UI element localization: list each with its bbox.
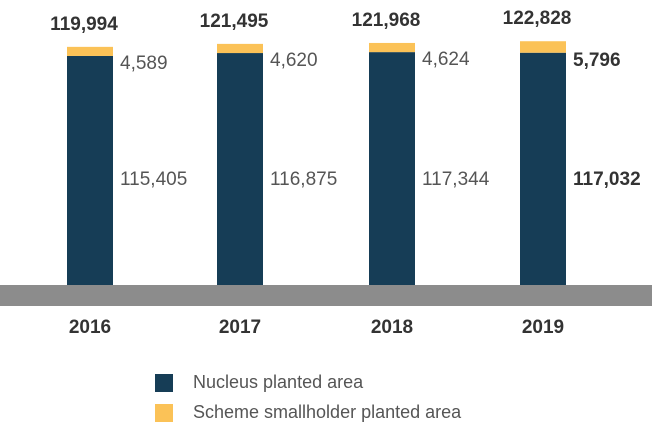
value-label: 4,624 <box>422 49 470 70</box>
value-label: 4,589 <box>120 53 168 74</box>
x-tick-label: 2019 <box>522 317 564 338</box>
x-tick-label: 2018 <box>371 317 413 338</box>
legend-label: Scheme smallholder planted area <box>193 402 462 422</box>
value-label: 116,875 <box>270 169 337 190</box>
value-label: 117,344 <box>422 169 490 190</box>
legend-swatch <box>155 374 173 392</box>
total-label: 119,994 <box>50 14 118 35</box>
legend-label: Nucleus planted area <box>193 372 364 392</box>
total-label: 121,495 <box>200 11 269 32</box>
bar-segment <box>520 52 566 285</box>
value-label: 5,796 <box>573 50 621 71</box>
bar-segment <box>217 53 263 285</box>
bar-segment <box>217 43 263 54</box>
x-tick-label: 2017 <box>219 317 261 338</box>
bar-segment <box>67 55 113 286</box>
x-tick-label: 2016 <box>69 317 111 338</box>
value-label: 115,405 <box>120 169 187 190</box>
bar-segment <box>67 46 113 56</box>
legend-swatch <box>155 404 173 422</box>
bar-segment <box>369 52 415 285</box>
value-label: 4,620 <box>270 50 318 71</box>
value-label: 117,032 <box>573 169 641 190</box>
total-label: 121,968 <box>352 10 421 31</box>
bar-segment <box>369 42 415 53</box>
bar-segment <box>520 41 566 53</box>
baseline-band <box>0 285 652 306</box>
total-label: 122,828 <box>503 8 572 29</box>
